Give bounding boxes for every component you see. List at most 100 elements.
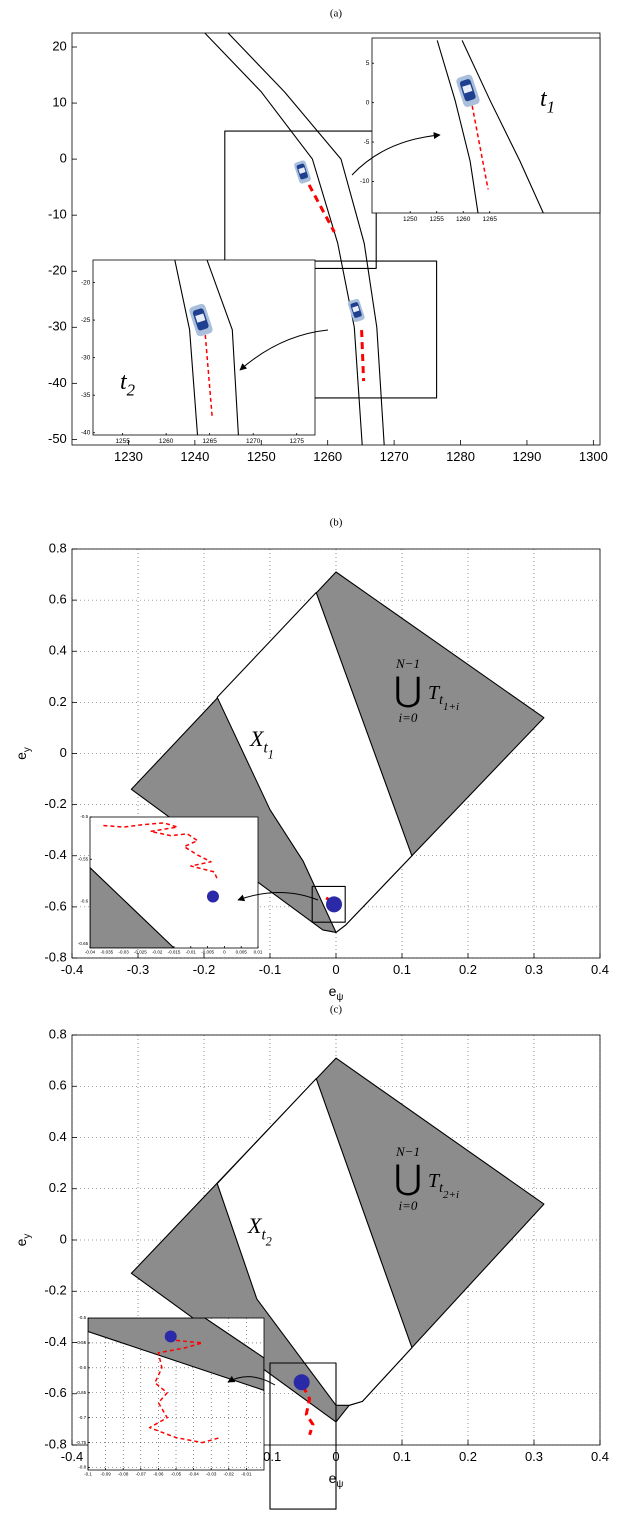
x-tick-label: -0.01: [241, 1471, 252, 1476]
label-sub: y: [21, 1234, 32, 1239]
x-tick-label: -0.03: [206, 1471, 217, 1476]
label-text: T: [428, 682, 441, 704]
axes-frame: [71, 548, 601, 959]
y-tick-label: -50: [48, 431, 67, 446]
car-window: [462, 84, 473, 94]
y-tick-label: -30: [81, 354, 91, 361]
panel-title: (b): [330, 517, 343, 529]
y-tick-label: -0.8: [44, 1436, 66, 1451]
y-tick-label: 0.8: [49, 540, 67, 555]
x-tick-label: 1240: [180, 449, 209, 464]
road-edge: [227, 32, 385, 446]
label-text: e: [329, 983, 337, 999]
x-tick-label: 1260: [159, 438, 174, 445]
zoom-arrow: [237, 892, 319, 902]
x-tick-label: -0.03: [118, 949, 129, 954]
x-tick-label: -0.4: [61, 962, 83, 977]
x-tick-label: 1270: [380, 449, 409, 464]
label-sub: ψ: [336, 1478, 343, 1489]
y-tick-label: -20: [48, 263, 67, 278]
zoom-arrow: [351, 132, 441, 176]
math-label: Tt2+i: [428, 1170, 459, 1201]
label-sub: t: [261, 1226, 266, 1243]
x-tick-label: 0.3: [525, 1449, 543, 1464]
road-edge: [204, 32, 363, 446]
car-window: [352, 305, 360, 313]
x-tick-label: -0.07: [136, 1471, 147, 1476]
math-label: eψ: [329, 1470, 344, 1490]
y-tick-label: 0.2: [49, 1180, 67, 1195]
trajectory: [360, 330, 366, 382]
y-tick-label: 5: [366, 60, 370, 67]
car-window: [298, 167, 306, 174]
math-label: t1: [540, 86, 555, 117]
y-tick-label: -5: [364, 139, 370, 146]
y-tick-label: 0.2: [49, 694, 67, 709]
y-tick-label: 0.8: [49, 1026, 67, 1041]
label-subsub: 2: [266, 1234, 272, 1248]
x-tick-label: -0.1: [84, 1471, 92, 1476]
label-text: e: [13, 1238, 29, 1246]
y-tick-label: -0.6: [44, 898, 66, 913]
x-tick-label: 0.2: [459, 1449, 477, 1464]
x-tick-label: 0: [223, 949, 226, 954]
y-tick-label: -40: [81, 429, 91, 436]
x-tick-label: 1230: [114, 449, 143, 464]
region: [216, 1078, 413, 1406]
zoom-arrow: [239, 329, 329, 371]
y-tick-label: -0.8: [44, 949, 66, 964]
math-label: Xt1: [249, 726, 274, 761]
x-tick-label: -0.06: [153, 1471, 164, 1476]
car: [456, 74, 480, 107]
car: [347, 298, 365, 323]
x-tick-label: 1265: [202, 438, 217, 445]
inset-background: [372, 38, 600, 213]
y-tick-label: -0.5: [78, 1315, 86, 1320]
x-tick-label: 1250: [403, 216, 418, 223]
math-label: t2: [120, 369, 136, 400]
trajectory: [103, 822, 219, 881]
math-label: ey: [13, 747, 33, 760]
label-subsub: 1: [268, 747, 274, 761]
union-upper: N−1: [395, 656, 420, 671]
union-lower: i=0: [399, 1198, 418, 1213]
x-tick-label: 0.1: [393, 1449, 411, 1464]
union-operator: ⋃: [394, 1158, 422, 1198]
math-label: Xt2: [247, 1213, 272, 1248]
x-tick-label: -0.1: [259, 962, 281, 977]
label-sub: 2: [127, 380, 136, 399]
inset-frame: [87, 1317, 265, 1471]
y-tick-label: -35: [81, 392, 91, 399]
y-tick-label: -0.2: [44, 796, 66, 811]
inset-frame: [92, 259, 316, 436]
x-tick-label: 0.1: [393, 962, 411, 977]
zoom-box: [224, 130, 377, 269]
y-tick-label: -0.7: [78, 1415, 86, 1420]
label-text: X: [249, 726, 265, 751]
inset: 1255 1260 1265 1270 1275 -40 -35 -30 -25 -20: [81, 259, 316, 445]
zoom-box: [269, 1362, 337, 1510]
road-edge: [461, 40, 544, 213]
y-tick-label: -20: [81, 279, 91, 286]
label-text: e: [13, 752, 29, 760]
label-subsub: 2+i: [443, 1189, 459, 1201]
x-tick-label: 0: [332, 962, 339, 977]
road-edge: [436, 40, 479, 213]
union-operator: ⋃: [394, 670, 422, 710]
label-sub: t: [439, 1181, 444, 1196]
panel-title: (a): [330, 8, 343, 20]
label-text: t: [540, 86, 548, 112]
label-subsub: 1+i: [443, 701, 459, 713]
inset: 1250 1255 1260 1265 -10 -5 0 5: [360, 37, 601, 223]
x-tick-label: -0.09: [100, 1471, 111, 1476]
label-text: T: [428, 1170, 441, 1192]
dot: [164, 1330, 177, 1343]
label-text: t: [120, 369, 128, 395]
x-tick-label: 1260: [456, 216, 471, 223]
x-tick-label: -0.04: [85, 949, 96, 954]
x-tick-label: -0.4: [61, 1449, 83, 1464]
x-tick-label: 0.3: [525, 962, 543, 977]
math-label: Tt1+i: [428, 682, 459, 713]
x-tick-label: -0.08: [118, 1471, 129, 1476]
